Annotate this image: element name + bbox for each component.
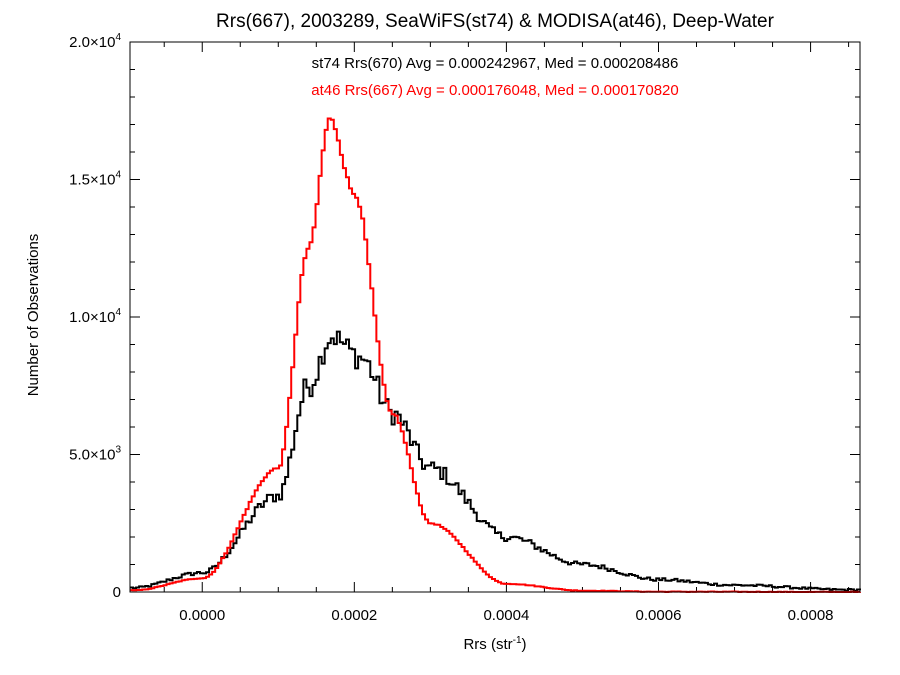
annotation-st74: st74 Rrs(670) Avg = 0.000242967, Med = 0… — [312, 55, 679, 72]
x-tick-label: 0.0004 — [483, 607, 529, 624]
x-tick-label: 0.0008 — [788, 607, 834, 624]
y-tick-label: 5.0×103 — [69, 445, 121, 464]
y-tick-labels: 0 5.0×103 1.0×104 1.5×104 2.0×104 — [69, 32, 121, 601]
axis-ticks — [130, 41, 860, 593]
y-axis-label: Number of Observations — [25, 234, 42, 397]
x-axis-label: Rrs (str-1) — [463, 635, 526, 653]
series-layer — [130, 117, 861, 593]
x-axis-label-sup: -1 — [513, 635, 522, 646]
series-st74-histogram — [130, 330, 861, 592]
series-at46-histogram — [130, 117, 861, 593]
x-axis-label-main: Rrs (str — [463, 636, 512, 653]
x-axis-label-suffix: ) — [522, 636, 527, 653]
x-tick-label: 0.0000 — [179, 607, 225, 624]
x-tick-label: 0.0006 — [636, 607, 682, 624]
annotation-at46: at46 Rrs(667) Avg = 0.000176048, Med = 0… — [311, 82, 679, 99]
plot-frame — [129, 41, 861, 593]
x-tick-labels: 0.0000 0.0002 0.0004 0.0006 0.0008 — [179, 607, 833, 624]
y-tick-label: 1.0×104 — [69, 307, 121, 326]
chart-title: Rrs(667), 2003289, SeaWiFS(st74) & MODIS… — [216, 11, 775, 32]
x-tick-label: 0.0002 — [331, 607, 377, 624]
y-tick-label: 2.0×104 — [69, 32, 121, 51]
y-tick-label: 0 — [113, 584, 121, 601]
y-tick-label: 1.5×104 — [69, 170, 121, 189]
